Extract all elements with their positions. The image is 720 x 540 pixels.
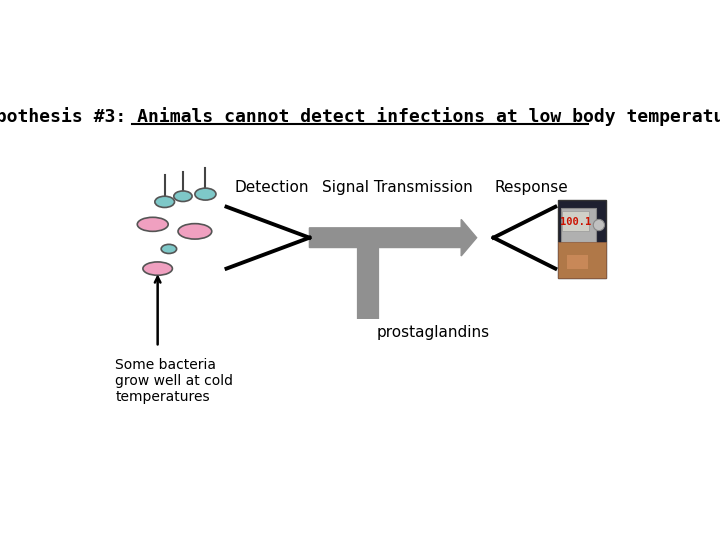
Text: Response: Response bbox=[495, 180, 569, 195]
Text: Hypothesis #3: Animals cannot detect infections at low body temperature: Hypothesis #3: Animals cannot detect inf… bbox=[0, 107, 720, 126]
Text: Some bacteria
grow well at cold
temperatures: Some bacteria grow well at cold temperat… bbox=[115, 358, 233, 404]
Circle shape bbox=[593, 219, 605, 231]
FancyBboxPatch shape bbox=[558, 242, 606, 279]
FancyBboxPatch shape bbox=[558, 200, 606, 279]
Text: 100.1: 100.1 bbox=[560, 217, 591, 227]
FancyBboxPatch shape bbox=[567, 254, 588, 268]
Text: Detection: Detection bbox=[235, 180, 310, 195]
Ellipse shape bbox=[195, 188, 216, 200]
FancyArrow shape bbox=[310, 219, 477, 256]
Ellipse shape bbox=[161, 245, 176, 253]
Text: prostaglandins: prostaglandins bbox=[377, 325, 490, 340]
Ellipse shape bbox=[174, 191, 192, 201]
Ellipse shape bbox=[138, 217, 168, 231]
Ellipse shape bbox=[155, 196, 174, 207]
FancyBboxPatch shape bbox=[562, 211, 589, 231]
Ellipse shape bbox=[178, 224, 212, 239]
FancyBboxPatch shape bbox=[561, 208, 596, 242]
Text: Signal Transmission: Signal Transmission bbox=[322, 180, 472, 195]
Ellipse shape bbox=[143, 262, 172, 275]
